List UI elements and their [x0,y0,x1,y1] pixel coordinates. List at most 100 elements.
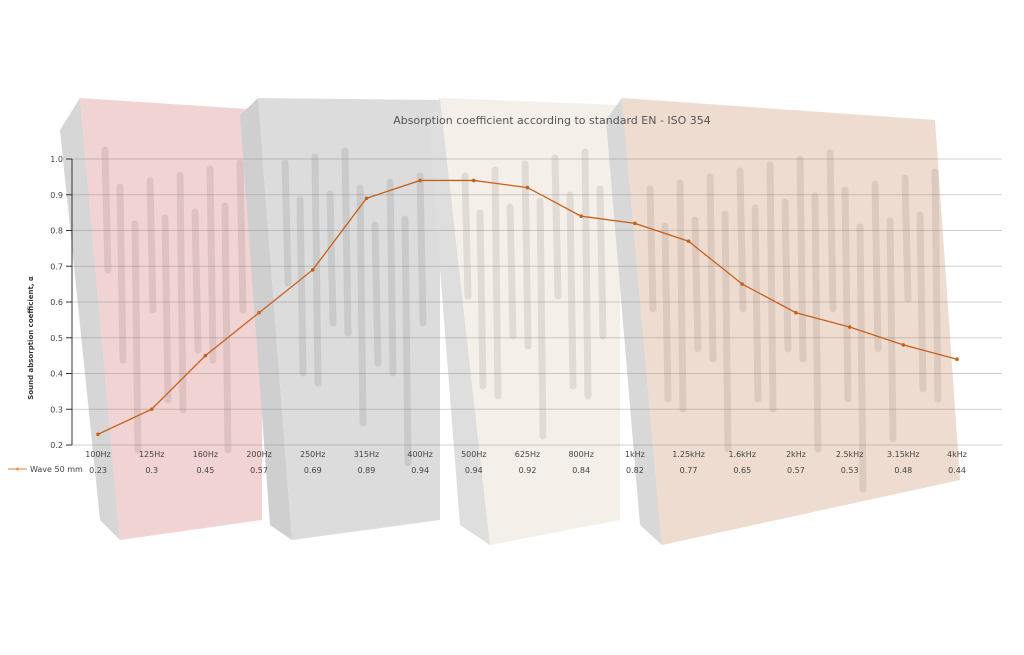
panel-slot [871,180,882,353]
x-tick-label: 3.15kHz [887,450,920,459]
panel-slot [826,149,837,313]
data-point [149,407,154,412]
panel-slot [491,166,502,400]
panel-slot [886,217,897,443]
panel-slot [131,220,142,454]
data-label: 0.57 [250,466,268,475]
panel-slot [191,208,202,354]
y-tick-label: 0.6 [50,298,63,307]
data-point [418,178,422,183]
x-tick-label: 200Hz [246,450,271,459]
panel-slot [931,168,942,403]
data-label: 0.77 [680,466,698,475]
x-tick-label: 250Hz [300,450,325,459]
panel-side [606,98,662,545]
x-tick-label: 1.25kHz [672,450,705,459]
data-label: 0.92 [519,466,537,475]
y-axis-label: Sound absorption coefficient, α [27,276,35,400]
panel-slot [766,161,777,413]
panel-face [258,98,440,540]
panel-slot [796,155,807,363]
data-point [686,239,691,244]
data-label: 0.53 [841,466,859,475]
panel-face [440,98,620,545]
data-label: 0.45 [196,466,214,475]
data-label: 0.84 [572,466,590,475]
x-tick-label: 1kHz [625,450,645,459]
data-label: 0.48 [894,466,912,475]
data-point [955,357,959,362]
panel-slot [386,178,397,377]
data-point [257,310,261,315]
x-tick-label: 160Hz [193,450,218,459]
data-point [794,310,798,315]
legend-label: Wave 50 mm [30,465,83,474]
data-point [310,268,315,272]
data-label: 0.23 [89,466,107,475]
y-tick-label: 0.4 [50,370,63,379]
data-point [740,282,745,286]
y-tick-label: 0.8 [50,227,63,236]
chart-title: Absorption coefficient according to stan… [393,114,711,127]
panel-slot [311,153,322,387]
panel-side [60,98,120,540]
data-label: 0.44 [948,466,966,475]
panel-slot [721,210,732,453]
panel-face [622,98,960,545]
data-label: 0.65 [733,466,751,475]
data-point [901,343,906,347]
data-label: 0.94 [411,466,429,475]
panel-slot [371,221,382,367]
data-point [96,432,100,437]
panel-slot [521,160,532,350]
panel-slot [536,197,547,440]
panel-slot [646,185,657,313]
panel-slot [476,209,487,390]
panel-slot [781,198,792,353]
x-tick-label: 500Hz [461,450,486,459]
data-point [472,178,476,183]
data-label: 0.57 [787,466,805,475]
y-tick-label: 1.0 [50,155,63,164]
panel-slot [676,179,687,413]
x-tick-label: 625Hz [515,450,540,459]
panel-slot [916,211,927,393]
panel-slot [416,172,427,327]
legend-marker [16,467,19,471]
data-label: 0.3 [145,466,158,475]
x-tick-label: 4kHz [947,450,967,459]
x-tick-label: 2.5kHz [836,450,864,459]
panel-side [428,98,490,545]
panel-slot [356,184,367,427]
x-tick-label: 2kHz [786,450,806,459]
panel-slot [551,154,562,300]
panel-slot [736,167,747,313]
x-tick-label: 125Hz [139,450,164,459]
data-point [364,196,369,201]
panel-slot [206,165,217,364]
y-tick-label: 0.7 [50,262,63,271]
x-tick-label: 400Hz [407,450,432,459]
panel-slot [161,214,172,404]
panel-slot [661,222,672,403]
panel-slot [841,186,852,403]
data-label: 0.82 [626,466,644,475]
panel-slot [326,190,337,327]
panel-side [240,98,292,540]
panel-slot [596,185,607,340]
x-tick-label: 315Hz [354,450,379,459]
data-point [847,325,852,329]
panel-slot [401,215,412,467]
panel-slot [101,146,112,274]
data-label: 0.69 [304,466,322,475]
x-tick-label: 1.6kHz [728,450,756,459]
x-tick-label: 100Hz [85,450,110,459]
panel-slot [176,171,187,414]
x-tick-label: 800Hz [568,450,593,459]
data-point [203,353,208,358]
data-point [525,185,530,190]
panel-slot [116,183,127,364]
panel-slot [901,174,912,303]
